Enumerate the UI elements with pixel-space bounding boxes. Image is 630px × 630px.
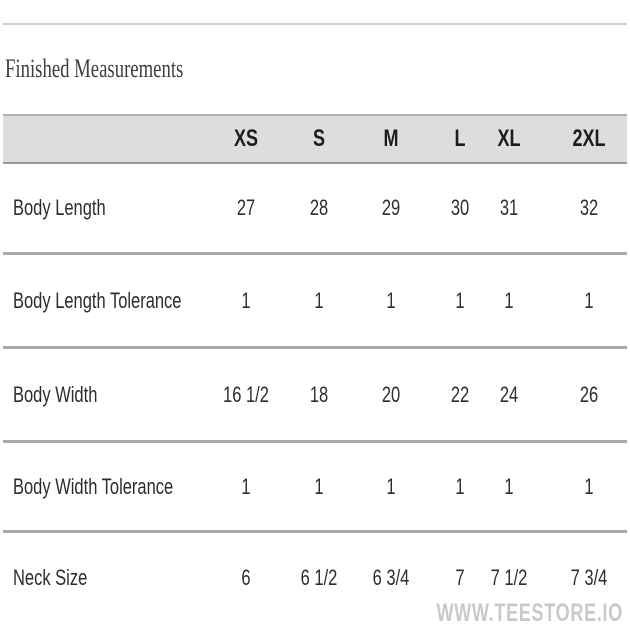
cell-value: 1 [584, 473, 594, 499]
column-header-xl: XL [497, 125, 521, 152]
page-title: Finished Measurements [5, 54, 184, 83]
cell-value: 1 [584, 287, 594, 313]
cell-value: 7 3/4 [570, 565, 608, 590]
row-divider [3, 440, 627, 443]
cell-value: 6 3/4 [372, 565, 410, 590]
row-divider [3, 530, 627, 533]
cell-value: 18 [309, 381, 329, 407]
cell-value: 1 [504, 473, 514, 499]
column-header-m: M [383, 125, 399, 152]
table-row-neck-size: Neck Size 6 6 1/2 6 3/4 7 7 1/2 7 3/4 [3, 533, 627, 623]
cell-value: 7 [455, 565, 465, 590]
watermark: WWW.TEESTORE.IO [436, 599, 623, 627]
table-header-row: XS S M L XL 2XL [3, 114, 627, 164]
row-divider [3, 252, 627, 255]
cell-value: 20 [381, 381, 401, 407]
column-header-2xl: 2XL [572, 125, 606, 152]
row-label: Body Length [13, 195, 106, 220]
top-rule [3, 23, 627, 25]
cell-value: 6 1/2 [300, 565, 338, 590]
cell-value: 1 [314, 287, 324, 313]
column-header-s: S [312, 125, 326, 152]
cell-value: 1 [386, 473, 396, 499]
row-label: Body Width [13, 381, 98, 407]
cell-value: 6 [241, 565, 251, 590]
cell-value: 1 [455, 287, 465, 313]
row-label: Neck Size [13, 565, 88, 590]
column-header-xs: XS [233, 125, 259, 152]
cell-value: 29 [381, 195, 401, 220]
cell-value: 24 [499, 381, 519, 407]
finished-measurements-table: XS S M L XL 2XL Body Length 27 28 29 30 … [3, 114, 627, 623]
table-row-body-width-tolerance: Body Width Tolerance 1 1 1 1 1 1 [3, 443, 627, 530]
row-label: Body Length Tolerance [13, 287, 182, 313]
cell-value: 1 [241, 287, 251, 313]
cell-value: 32 [579, 195, 599, 220]
cell-value: 1 [241, 473, 251, 499]
cell-value: 16 1/2 [223, 381, 269, 407]
cell-value: 26 [579, 381, 599, 407]
cell-value: 1 [504, 287, 514, 313]
table-row-body-length-tolerance: Body Length Tolerance 1 1 1 1 1 1 [3, 255, 627, 346]
table-row-body-width: Body Width 16 1/2 18 20 22 24 26 [3, 349, 627, 440]
cell-value: 27 [236, 195, 256, 220]
table-row-body-length: Body Length 27 28 29 30 31 32 [3, 164, 627, 252]
row-divider [3, 346, 627, 349]
cell-value: 30 [450, 195, 470, 220]
row-label: Body Width Tolerance [13, 473, 174, 499]
cell-value: 22 [450, 381, 470, 407]
column-header-l: L [454, 125, 466, 152]
cell-value: 31 [499, 195, 519, 220]
cell-value: 1 [386, 287, 396, 313]
cell-value: 7 1/2 [490, 565, 528, 590]
cell-value: 28 [309, 195, 329, 220]
cell-value: 1 [314, 473, 324, 499]
cell-value: 1 [455, 473, 465, 499]
